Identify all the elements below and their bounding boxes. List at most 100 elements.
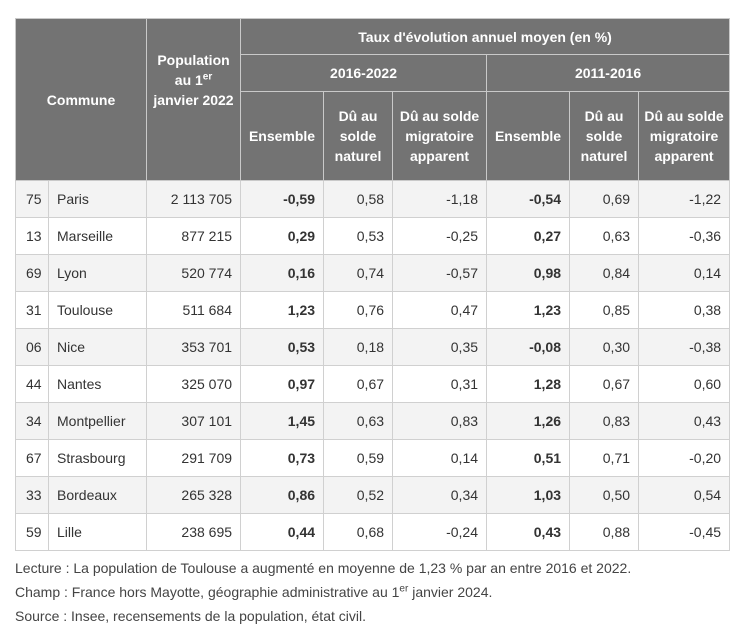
cell-e2: -0,54 [486,180,571,218]
cell-e1: 1,23 [240,291,325,329]
cell-m2: 0,38 [638,291,731,329]
header-naturel-2: Dû au solde naturel [569,91,640,181]
cell-e2: 1,03 [486,476,571,514]
header-period-2011-2016: 2011-2016 [486,54,731,92]
cell-m1: 0,47 [392,291,488,329]
cell-n2: 0,67 [569,365,640,403]
cell-code: 69 [15,254,49,292]
cell-code: 44 [15,365,49,403]
cell-e1: 0,86 [240,476,325,514]
table-container: Commune Population au 1er janvier 2022 T… [14,18,731,551]
cell-m1: 0,83 [392,402,488,440]
cell-n1: 0,67 [323,365,394,403]
cell-m1: 0,31 [392,365,488,403]
cell-name: Paris [47,180,148,218]
cell-name: Bordeaux [47,476,148,514]
cell-code: 59 [15,513,49,551]
cell-m1: 0,14 [392,439,488,477]
cell-m1: -1,18 [392,180,488,218]
cell-n2: 0,69 [569,180,640,218]
cell-n2: 0,85 [569,291,640,329]
table-row: 33 Bordeaux 265 328 0,86 0,52 0,34 1,03 0,50 0,5… [15,476,731,514]
cell-m2: 0,54 [638,476,731,514]
cell-code: 06 [15,328,49,366]
table-row: 34 Montpellier 307 101 1,45 0,63 0,83 1,26 0,83… [15,402,731,440]
cell-name: Montpellier [47,402,148,440]
cell-name: Nantes [47,365,148,403]
note-champ: Champ : France hors Mayotte, géographie … [15,583,493,600]
cell-e1: 0,44 [240,513,325,551]
cell-pop: 238 695 [146,513,242,551]
header-population: Population au 1er janvier 2022 [146,18,242,181]
cell-pop: 291 709 [146,439,242,477]
cell-e2: 1,23 [486,291,571,329]
header-migratoire-2: Dû au solde migratoire apparent [638,91,731,181]
header-migratoire-1: Dû au solde migratoire apparent [392,91,488,181]
cell-m2: 0,43 [638,402,731,440]
table-row: 13 Marseille 877 215 0,29 0,53 -0,25 0,27 0,63-… [15,217,731,255]
cell-n2: 0,88 [569,513,640,551]
table-row: 75 Paris 2 113 705 -0,59 0,58 -1,18 -0,54 0,69-… [15,180,731,218]
cell-code: 31 [15,291,49,329]
cell-n1: 0,68 [323,513,394,551]
population-table: Commune Population au 1er janvier 2022 T… [14,18,731,551]
table-row: 67 Strasbourg 291 709 0,73 0,59 0,14 0,51 0,71-… [15,439,731,477]
header-commune: Commune [14,18,148,181]
header-naturel-1: Dû au solde naturel [323,91,394,181]
cell-e1: -0,59 [240,180,325,218]
cell-code: 67 [15,439,49,477]
table-row: 06 Nice 353 701 0,53 0,18 0,35 -0,08 0,30 -0,38 [15,328,731,366]
cell-n2: 0,30 [569,328,640,366]
cell-m2: -0,38 [638,328,731,366]
header-ensemble-2: Ensemble [486,91,571,181]
cell-e2: 1,26 [486,402,571,440]
cell-m1: -0,57 [392,254,488,292]
cell-n2: 0,50 [569,476,640,514]
cell-n2: 0,71 [569,439,640,477]
cell-m1: -0,25 [392,217,488,255]
cell-pop: 307 101 [146,402,242,440]
cell-n2: 0,84 [569,254,640,292]
table-row: 69 Lyon 520 774 0,16 0,74 -0,57 0,98 0,84 0,14 [15,254,731,292]
cell-e2: 1,28 [486,365,571,403]
cell-m2: -0,45 [638,513,731,551]
cell-name: Lyon [47,254,148,292]
cell-pop: 511 684 [146,291,242,329]
cell-name: Lille [47,513,148,551]
cell-pop: 265 328 [146,476,242,514]
cell-n2: 0,63 [569,217,640,255]
cell-n1: 0,58 [323,180,394,218]
cell-code: 13 [15,217,49,255]
cell-n1: 0,76 [323,291,394,329]
header-taux: Taux d'évolution annuel moyen (en %) [240,18,731,55]
cell-name: Nice [47,328,148,366]
cell-n1: 0,52 [323,476,394,514]
cell-m1: 0,34 [392,476,488,514]
cell-e1: 0,29 [240,217,325,255]
table-body: 75 Paris 2 113 705 -0,59 0,58 -1,18 -0,54 0,69-… [15,180,731,551]
cell-pop: 877 215 [146,217,242,255]
note-lecture: Lecture : La population de Toulouse a au… [15,560,632,576]
note-source: Source : Insee, recensements de la popul… [15,608,366,624]
cell-n2: 0,83 [569,402,640,440]
cell-e1: 0,16 [240,254,325,292]
cell-pop: 325 070 [146,365,242,403]
header-period-2016-2022: 2016-2022 [240,54,488,92]
cell-n1: 0,18 [323,328,394,366]
cell-n1: 0,63 [323,402,394,440]
table-row: 44 Nantes 325 070 0,97 0,67 0,31 1,28 0,67 0,60 [15,365,731,403]
cell-n1: 0,53 [323,217,394,255]
cell-code: 75 [15,180,49,218]
cell-name: Marseille [47,217,148,255]
cell-e1: 1,45 [240,402,325,440]
cell-m2: -0,36 [638,217,731,255]
cell-m2: -0,20 [638,439,731,477]
cell-code: 33 [15,476,49,514]
table-row: 31 Toulouse 511 684 1,23 0,76 0,47 1,23 0,85 0,3… [15,291,731,329]
cell-m2: 0,60 [638,365,731,403]
cell-pop: 2 113 705 [146,180,242,218]
cell-m1: -0,24 [392,513,488,551]
cell-m2: 0,14 [638,254,731,292]
cell-e2: 0,51 [486,439,571,477]
table-notes: Lecture : La population de Toulouse a au… [15,556,729,628]
